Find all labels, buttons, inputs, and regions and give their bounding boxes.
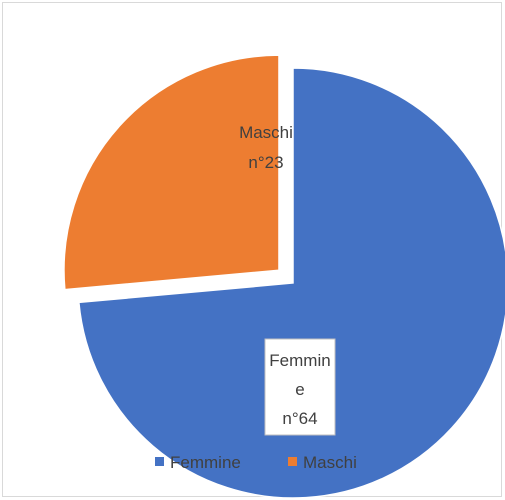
pie-slice-maschi: [63, 54, 280, 291]
legend-label-maschi: Maschi: [303, 453, 357, 472]
legend-label-femmine: Femmine: [170, 453, 241, 472]
pie-slices: [63, 54, 505, 499]
legend: Femmine Maschi: [155, 453, 357, 472]
data-label-maschi: Maschi n°23: [239, 123, 293, 172]
pie-slice-femmine: [78, 67, 505, 499]
legend-swatch-maschi: [288, 457, 297, 466]
data-label-maschi-line-1: Maschi: [239, 123, 293, 142]
data-label-femmine-line-2: e: [295, 380, 304, 399]
data-label-femmine-line-1: Femmin: [269, 351, 330, 370]
data-label-femmine-line-3: n°64: [282, 409, 317, 428]
data-label-femmine: Femmin e n°64: [264, 338, 336, 436]
data-label-femmine-box: [264, 338, 336, 436]
legend-swatch-femmine: [155, 457, 164, 466]
data-label-maschi-line-2: n°23: [248, 153, 283, 172]
